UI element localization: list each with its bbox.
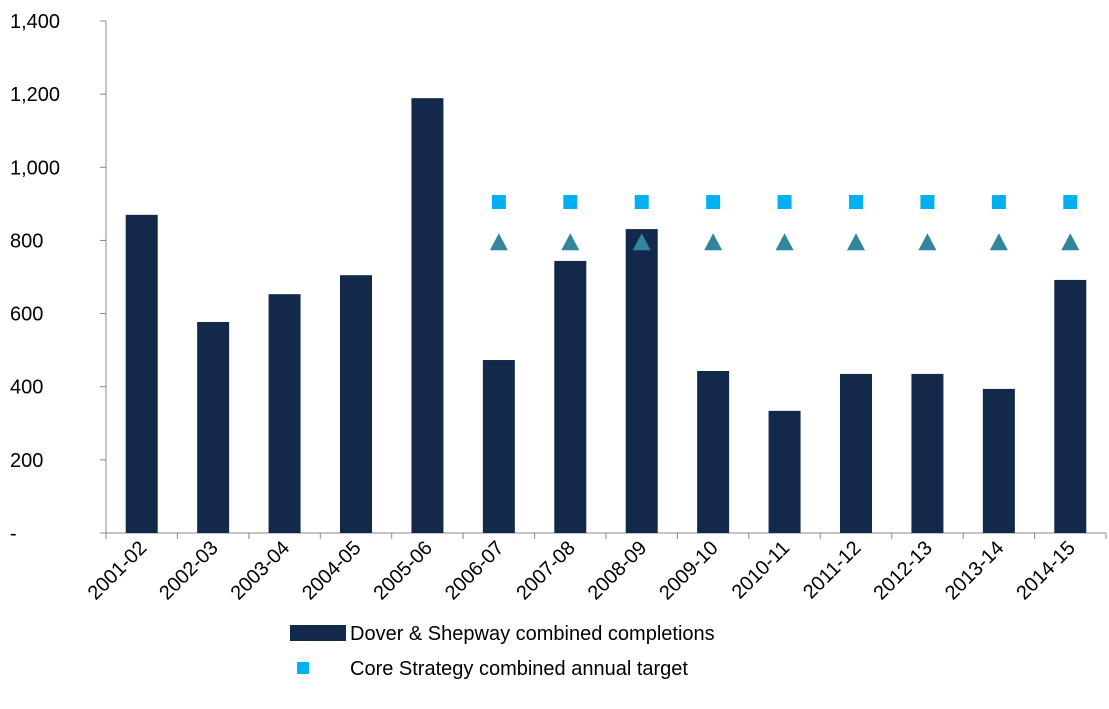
target-marker (1063, 195, 1078, 210)
bar (840, 373, 872, 533)
target-marker (563, 195, 578, 210)
triangle-marker (1061, 233, 1080, 251)
y-tick-label: - (10, 523, 17, 545)
x-tick-label: 2001-02 (84, 537, 151, 604)
y-tick-label: 200 (10, 450, 43, 472)
y-tick-label: 1,400 (10, 11, 60, 33)
triangle-marker (704, 233, 723, 251)
bar (768, 410, 801, 533)
triangle-marker (561, 233, 580, 251)
bar (197, 321, 230, 533)
target-marker (920, 195, 935, 210)
y-tick-label: 600 (10, 304, 43, 326)
x-tick-label: 2007-08 (512, 537, 579, 604)
target-marker (991, 195, 1006, 210)
bar (125, 214, 158, 534)
triangle-marker (847, 233, 865, 251)
legend-label: Dover & Shepway combined completions (350, 623, 715, 645)
bar (340, 275, 372, 533)
bar (482, 360, 515, 533)
legend-swatch (297, 662, 309, 674)
bar (1054, 279, 1087, 533)
x-tick-label: 2012-13 (870, 537, 937, 604)
y-tick-label: 1,000 (10, 157, 60, 179)
x-tick-label: 2011-12 (799, 537, 865, 603)
bar (625, 229, 658, 533)
x-tick-label: 2003-04 (227, 537, 294, 604)
x-tick-label: 2009-10 (655, 537, 722, 604)
legend-label: Core Strategy combined annual target (350, 658, 688, 680)
target-marker (849, 195, 863, 210)
bar (554, 260, 587, 533)
triangle-marker (989, 233, 1008, 251)
y-tick-label: 1,200 (10, 84, 60, 106)
triangle-marker (918, 233, 937, 251)
triangle-marker (489, 233, 508, 251)
legend-swatch (290, 625, 346, 641)
bar (982, 388, 1015, 533)
triangle-marker (775, 233, 794, 251)
x-tick-label: 2006-07 (441, 537, 508, 604)
y-tick-label: 800 (10, 230, 43, 252)
bar (697, 370, 730, 533)
x-tick-label: 2002-03 (155, 537, 222, 604)
target-marker (706, 195, 721, 210)
bar (411, 98, 444, 533)
target-marker (634, 195, 649, 210)
bar (911, 373, 944, 533)
x-tick-label: 2004-05 (298, 537, 365, 604)
target-marker (777, 195, 792, 210)
y-tick-label: 400 (10, 377, 43, 399)
x-tick-label: 2005-06 (370, 537, 437, 604)
x-tick-label: 2013-14 (941, 537, 1008, 604)
x-tick-label: 2008-09 (584, 537, 651, 604)
target-marker (491, 195, 506, 210)
x-tick-label: 2010-11 (728, 537, 794, 603)
bar (268, 294, 301, 533)
triangle-marker (632, 233, 651, 251)
x-tick-label: 2014-15 (1012, 537, 1079, 604)
